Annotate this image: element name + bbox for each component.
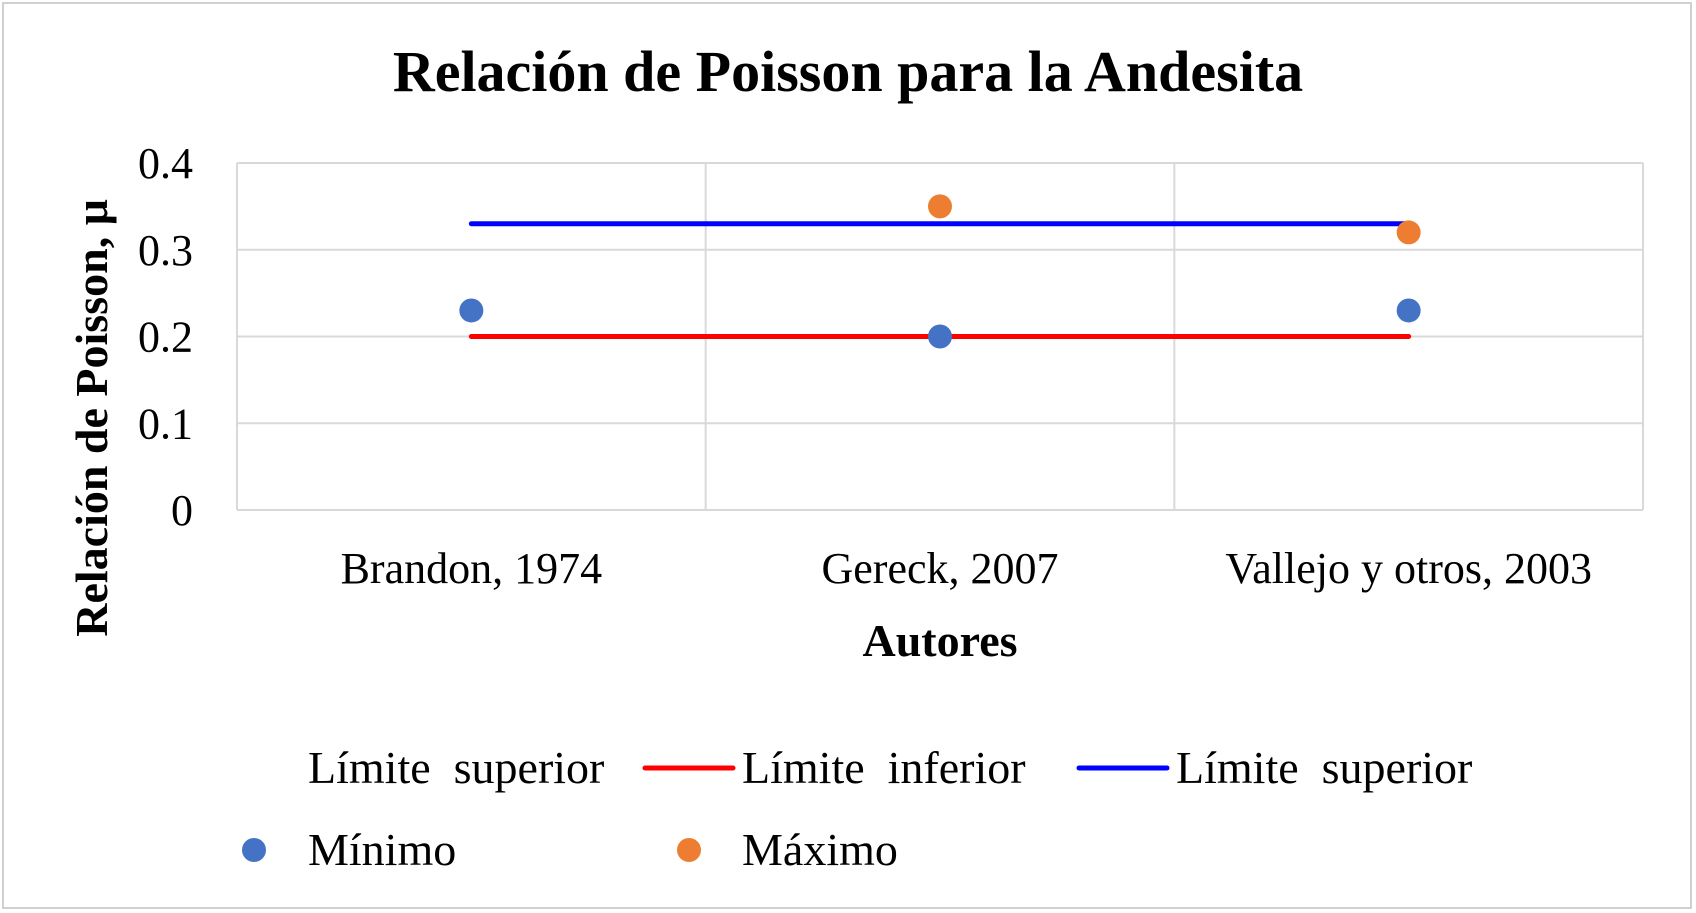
legend-label: Mínimo [308, 824, 456, 875]
y-axis-title: Relación de Poisson, μ [66, 199, 117, 637]
legend-label: Máximo [742, 824, 898, 875]
x-tick-label: Brandon, 1974 [341, 544, 603, 593]
data-point [1396, 298, 1421, 323]
y-tick-label: 0.2 [138, 313, 193, 362]
data-point [928, 324, 952, 349]
legend-label: Límite inferior [742, 742, 1026, 793]
data-point [459, 298, 484, 323]
x-tick-labels: Brandon, 1974 Gereck, 2007 Vallejo y otros… [341, 544, 1592, 593]
legend-label: Límite superior [308, 742, 604, 793]
legend-label: Límite superior [1176, 742, 1472, 793]
legend-dot-swatch [242, 838, 266, 862]
legend-dot-swatch [677, 838, 701, 862]
y-tick-labels: 0 0.1 0.2 0.3 0.4 [138, 139, 193, 535]
y-tick-label: 0.3 [138, 226, 193, 275]
data-point [928, 194, 952, 219]
legend: Límite superior Límite inferior Límite sup… [242, 742, 1472, 875]
y-tick-label: 0.1 [138, 399, 193, 448]
data-point [1396, 220, 1421, 245]
chart-title: Relación de Poisson para la Andesita [392, 39, 1304, 104]
x-axis-title: Autores [862, 615, 1017, 666]
series-lines [468, 221, 1412, 339]
x-tick-label: Vallejo y otros, 2003 [1225, 544, 1592, 593]
y-tick-label: 0.4 [138, 139, 193, 188]
y-tick-label: 0 [171, 486, 193, 535]
x-tick-label: Gereck, 2007 [821, 544, 1058, 593]
series-points [459, 194, 1421, 349]
